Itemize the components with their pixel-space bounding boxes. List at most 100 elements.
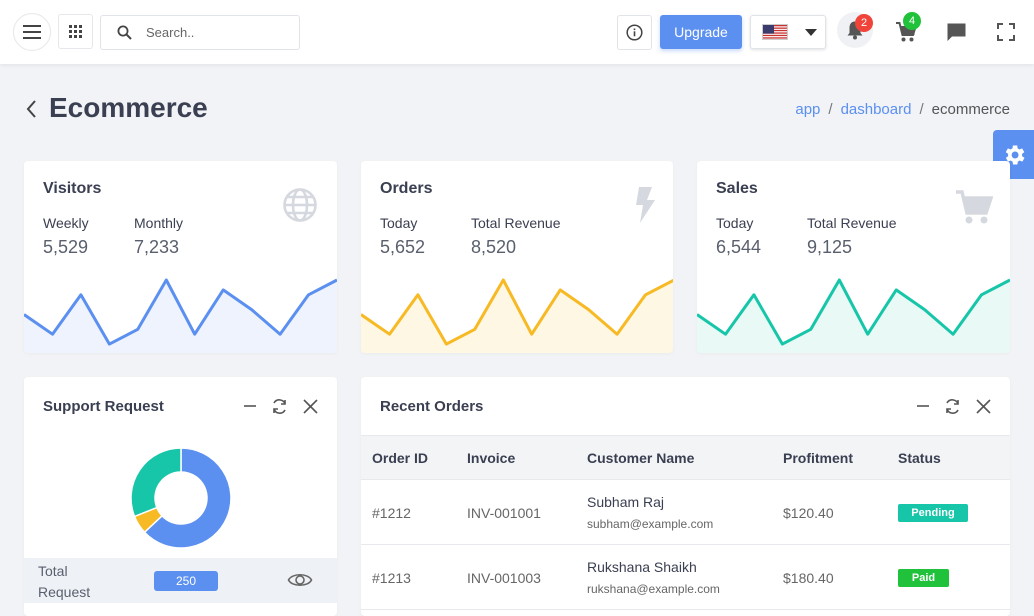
customer-email: rukshana@example.com [587, 582, 720, 596]
orders-stat-title: Orders [380, 180, 433, 197]
info-button[interactable] [617, 15, 652, 50]
gear-icon [1005, 144, 1025, 165]
search-icon [117, 25, 132, 40]
stat-value: 6,544 [716, 237, 762, 257]
back-arrow-icon[interactable] [24, 98, 38, 120]
profit: $120.40 [783, 505, 834, 521]
visitors-title: Visitors [43, 180, 102, 197]
order-id: #1212 [372, 505, 411, 521]
minimize-button[interactable] [914, 397, 932, 415]
info-icon [626, 24, 643, 41]
stat-label: Today [380, 215, 418, 231]
recent-orders-title: Recent Orders [380, 398, 484, 415]
refresh-icon [272, 398, 286, 414]
sales-today: Today 6,544 [716, 215, 761, 258]
sales-card: Sales Today 6,544 Total Revenue 9,125 [697, 161, 1010, 353]
table-row[interactable]: #1212 INV-001001 Subham Raj subham@examp… [361, 480, 1010, 545]
total-request-label: Total Request [38, 563, 91, 600]
orders-sparkline [361, 278, 673, 353]
apps-grid-button[interactable] [58, 14, 93, 49]
stat-value: 8,520 [471, 237, 517, 257]
stat-value: 5,652 [380, 237, 426, 257]
customer-name: Rukshana Shaikh [587, 559, 697, 575]
support-request-card: Support Request Total Request 250 [24, 377, 337, 616]
breadcrumb-separator: / [828, 101, 833, 118]
orders-stat-card: Orders Today 5,652 Total Revenue 8,520 [361, 161, 673, 353]
sales-title: Sales [716, 180, 758, 197]
close-icon [975, 398, 991, 414]
lightning-icon [636, 187, 655, 223]
fullscreen-button[interactable] [994, 20, 1018, 44]
invoice: INV-001001 [467, 505, 541, 521]
search-input[interactable] [146, 25, 286, 40]
breadcrumb-app[interactable]: app [795, 101, 821, 118]
minus-icon [244, 405, 256, 407]
top-bar: Upgrade 2 4 [0, 0, 1034, 64]
upgrade-button[interactable]: Upgrade [660, 15, 742, 49]
stat-value: 7,233 [134, 237, 180, 257]
support-donut-chart [130, 447, 232, 549]
stat-value: 5,529 [43, 237, 89, 257]
close-button[interactable] [301, 397, 319, 415]
hamburger-icon [23, 25, 41, 39]
donut-slice[interactable] [143, 447, 232, 549]
orders-today: Today 5,652 [380, 215, 425, 258]
orders-total-revenue: Total Revenue 8,520 [471, 215, 561, 258]
refresh-button[interactable] [943, 397, 961, 415]
sales-total-revenue: Total Revenue 9,125 [807, 215, 897, 258]
sparkline-line [697, 278, 1010, 346]
notifications-badge: 2 [855, 14, 873, 32]
page-title: Ecommerce [49, 92, 208, 123]
status-badge: Paid [898, 569, 949, 587]
minus-icon [917, 405, 929, 407]
column-header-invoice[interactable]: Invoice [467, 450, 516, 466]
support-footer: Total Request 250 [24, 558, 337, 603]
sparkline-line [24, 278, 337, 346]
stat-label: Weekly [43, 215, 89, 231]
apps-grid-icon [69, 25, 82, 38]
refresh-icon [945, 398, 959, 414]
breadcrumb-dashboard[interactable]: dashboard [840, 101, 912, 118]
breadcrumb-separator: / [919, 101, 924, 118]
visitors-sparkline [24, 278, 337, 353]
column-header-profitment[interactable]: Profitment [783, 450, 853, 466]
visitors-weekly: Weekly 5,529 [43, 215, 89, 258]
stat-label: Monthly [134, 215, 184, 231]
globe-icon [283, 188, 317, 222]
column-header-order-id[interactable]: Order ID [372, 450, 429, 466]
profit: $180.40 [783, 570, 834, 586]
close-icon [302, 398, 318, 414]
hamburger-menu-button[interactable] [13, 13, 51, 51]
stat-label: Today [716, 215, 754, 231]
minimize-button[interactable] [241, 397, 259, 415]
status-badge: Pending [898, 504, 968, 522]
sparkline-area [697, 280, 1010, 353]
visitors-card: Visitors Weekly 5,529 Monthly 7,233 [24, 161, 337, 353]
recent-orders-card: Recent Orders Order ID Invoice Customer … [361, 377, 1010, 616]
refresh-button[interactable] [270, 397, 288, 415]
fullscreen-icon [997, 23, 1015, 41]
stat-label: Total Revenue [807, 215, 897, 231]
breadcrumb: app / dashboard / ecommerce [795, 101, 1010, 118]
messages-button[interactable] [944, 20, 968, 44]
chat-icon [947, 23, 965, 41]
visitors-monthly: Monthly 7,233 [134, 215, 183, 258]
column-header-customer-name[interactable]: Customer Name [587, 450, 695, 466]
breadcrumb-current: ecommerce [931, 101, 1010, 118]
eye-icon[interactable] [287, 569, 313, 591]
language-select[interactable] [750, 15, 826, 49]
stat-value: 9,125 [807, 237, 853, 257]
total-request-count: 250 [154, 571, 218, 591]
donut-slice[interactable] [130, 447, 182, 518]
order-id: #1213 [372, 570, 411, 586]
table-row[interactable]: #1213 INV-001003 Rukshana Shaikh rukshan… [361, 545, 1010, 610]
chevron-down-icon [805, 28, 817, 36]
us-flag-icon [762, 24, 788, 40]
sparkline-line [361, 278, 673, 346]
close-button[interactable] [974, 397, 992, 415]
table-header: Order ID Invoice Customer Name Profitmen… [361, 435, 1010, 480]
sales-sparkline [697, 278, 1010, 353]
column-header-status[interactable]: Status [898, 450, 941, 466]
support-request-title: Support Request [43, 398, 164, 415]
search-box [100, 15, 300, 50]
